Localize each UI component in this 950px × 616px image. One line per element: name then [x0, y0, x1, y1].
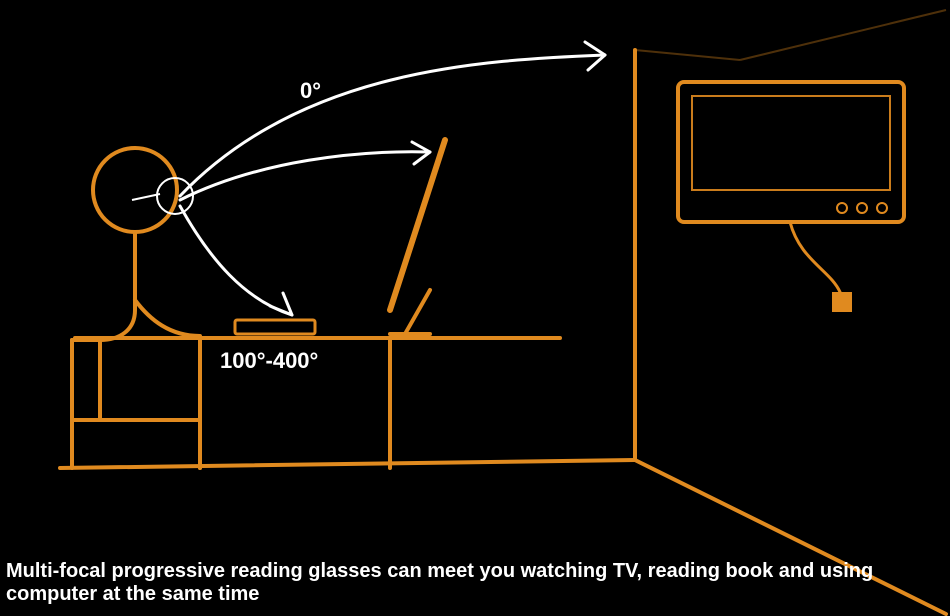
label-far-degree: 0°: [300, 78, 321, 104]
label-near-degree: 100°-400°: [220, 348, 318, 374]
caption-text: Multi-focal progressive reading glasses …: [0, 560, 950, 606]
diagram-canvas: 0° 100°-400° Multi-focal progressive rea…: [0, 0, 950, 616]
diagram-svg: [0, 0, 950, 616]
